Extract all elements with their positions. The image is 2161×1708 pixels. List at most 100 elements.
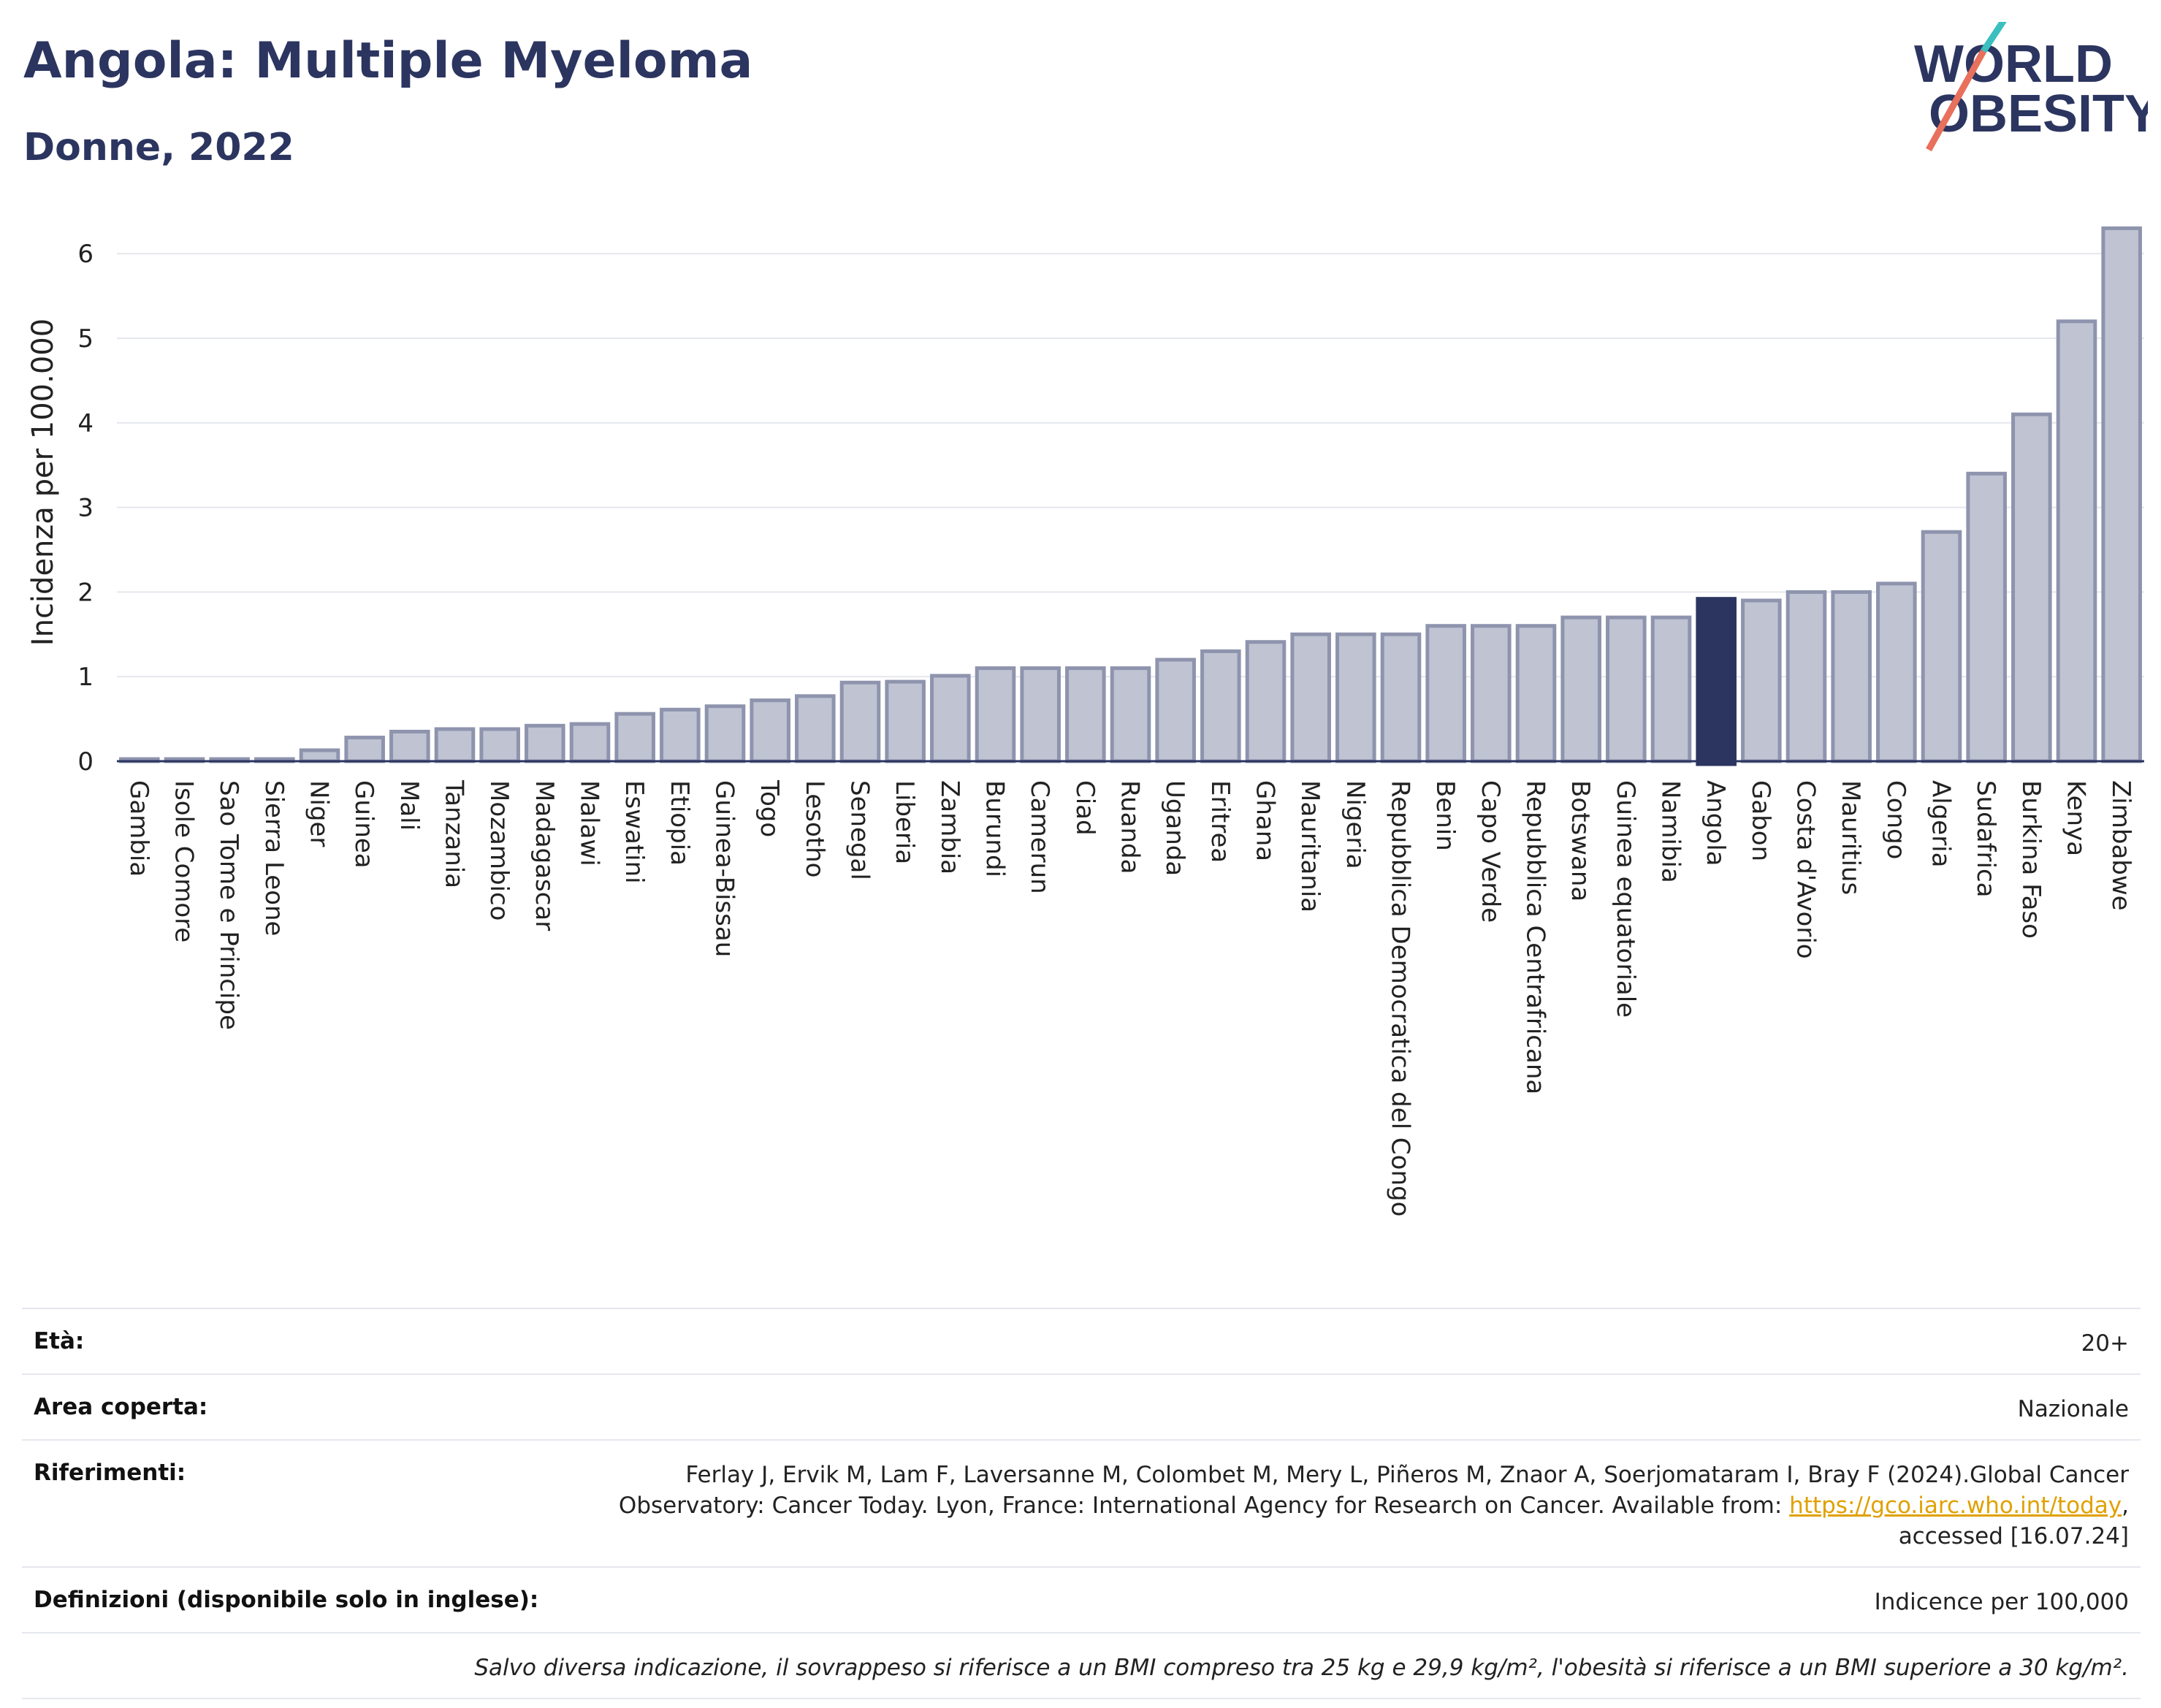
bar-gabon [1741, 598, 1782, 763]
x-tick-label: Gabon [1746, 780, 1775, 861]
bar-benin [1425, 624, 1466, 763]
bar-burundi [975, 666, 1016, 763]
bar-nigeria [1335, 632, 1376, 763]
x-tick-label: Malawi [575, 780, 604, 866]
info-row-area: Area coperta: Nazionale [22, 1373, 2141, 1439]
bar-guinea [344, 736, 385, 763]
info-row-definitions: Definizioni (disponibile solo in inglese… [22, 1566, 2141, 1632]
x-tick-label: Gambia [124, 780, 153, 877]
bar-kenya [2056, 319, 2097, 763]
references-text-4: accessed [16.07.24] [1898, 1523, 2129, 1549]
x-tick-label: Tanzania [440, 779, 469, 888]
references-text-3: , [2122, 1492, 2129, 1519]
age-value: 20+ [2081, 1330, 2129, 1357]
x-tick-label: Capo Verde [1476, 780, 1505, 923]
x-tick-label: Guinea equatoriale [1611, 780, 1640, 1018]
bar-ruanda [1110, 666, 1151, 763]
bar-mali [389, 729, 430, 763]
bar-guinea-bissau [704, 704, 746, 763]
bar-angola [1696, 597, 1737, 766]
y-axis-label: Incidenza per 100.000 [26, 319, 60, 646]
bar-chart: 0 1 2 3 4 5 6 Gambia Isole Comore Sao Tome e Pri… [26, 226, 2144, 1216]
y-tick-label: 5 [77, 324, 94, 354]
x-tick-label: Namibia [1656, 780, 1685, 883]
x-tick-label: Nigeria [1341, 780, 1370, 869]
logo-slash-teal [1981, 22, 2007, 53]
bar-burkina-faso [2011, 412, 2052, 763]
bar-mauritania [1290, 632, 1331, 763]
bar-mozambico [479, 727, 520, 763]
y-axis-ticks: 0 1 2 3 4 5 6 [77, 240, 94, 777]
references-value: Ferlay J, Ervik M, Lam F, Laversanne M, … [619, 1460, 2129, 1552]
bar-etiopia [660, 707, 701, 763]
x-tick-label: Repubblica Centrafricana [1521, 780, 1550, 1094]
bar-guinea-equatoriale [1606, 615, 1647, 763]
bar-congo [1876, 582, 1917, 763]
x-tick-label: Niger [305, 780, 334, 847]
page-title: Angola: Multiple Myeloma [23, 32, 753, 90]
page-subtitle: Donne, 2022 [23, 126, 294, 169]
x-tick-label: Lesotho [800, 780, 829, 877]
bar-lesotho [795, 694, 836, 763]
bar-eritrea [1200, 649, 1241, 763]
bar-niger [299, 748, 340, 763]
x-tick-label: Camerun [1025, 780, 1054, 894]
bar-eswatini [614, 712, 655, 763]
area-label: Area coperta: [34, 1394, 208, 1420]
bar-costa-d-avorio [1785, 590, 1827, 763]
x-tick-label: Eritrea [1205, 780, 1235, 863]
info-row-age: Età: 20+ [22, 1308, 2141, 1373]
references-text-1: Ferlay J, Ervik M, Lam F, Laversanne M, … [685, 1462, 2129, 1488]
x-tick-label: Ghana [1251, 780, 1280, 861]
y-tick-label: 2 [77, 578, 94, 607]
x-tick-label: Eswatini [620, 780, 649, 884]
x-tick-label: Zimbabwe [2106, 780, 2135, 911]
bar-zambia [930, 674, 971, 763]
references-text-2: Observatory: Cancer Today. Lyon, France:… [618, 1492, 1790, 1519]
bar-ciad [1065, 666, 1106, 763]
area-value: Nazionale [2017, 1396, 2129, 1422]
bar-botswana [1560, 615, 1601, 763]
y-tick-label: 4 [77, 409, 94, 438]
bar-sudafrica [1966, 471, 2007, 763]
x-tick-label: Botswana [1566, 780, 1595, 901]
definitions-value: Indicence per 100,000 [1874, 1589, 2129, 1615]
bar-tanzania [434, 727, 476, 763]
y-tick-label: 0 [77, 747, 94, 777]
x-tick-label: Sao Tome e Principe [214, 780, 243, 1030]
x-tick-label: Benin [1430, 780, 1460, 851]
info-row-note: Salvo diversa indicazione, il sovrappeso… [22, 1632, 2141, 1699]
logo-line-1: WORLD [1914, 35, 2113, 94]
bar-uganda [1155, 657, 1196, 763]
x-tick-label: Togo [755, 779, 784, 837]
x-tick-label: Ruanda [1116, 780, 1145, 874]
age-label: Età: [34, 1328, 85, 1354]
x-tick-label: Madagascar [530, 780, 559, 931]
y-tick-label: 6 [77, 240, 94, 269]
bar-repubblica-centrafricana [1515, 624, 1557, 763]
x-tick-label: Burkina Faso [2016, 780, 2046, 939]
bar-repubblica-democratica-del-congo [1380, 632, 1422, 763]
bar-madagascar [525, 723, 565, 763]
references-link[interactable]: https://gco.iarc.who.int/today [1789, 1492, 2122, 1519]
bar-zimbabwe [2101, 226, 2142, 763]
x-tick-label: Burundi [980, 780, 1010, 877]
bar-algeria [1921, 530, 1962, 763]
info-table: Età: 20+ Area coperta: Nazionale Riferim… [22, 1308, 2141, 1699]
x-tick-label: Liberia [890, 780, 919, 864]
x-tick-label: Mauritania [1295, 780, 1325, 912]
x-tick-label: Ciad [1070, 780, 1099, 836]
bars [119, 226, 2142, 766]
y-tick-label: 1 [77, 663, 94, 692]
logo-slash-coral [1926, 49, 1986, 152]
x-tick-label: Sudafrica [1971, 780, 2000, 897]
x-tick-label: Angola [1701, 780, 1730, 866]
x-tick-label: Mauritius [1836, 780, 1865, 895]
x-tick-label: Zambia [935, 780, 964, 874]
references-label: Riferimenti: [34, 1460, 186, 1486]
bar-capo-verde [1471, 624, 1512, 763]
bar-ghana [1245, 640, 1287, 763]
bar-camerun [1020, 666, 1061, 763]
bar-liberia [885, 679, 926, 763]
x-tick-label: Kenya [2062, 780, 2091, 856]
